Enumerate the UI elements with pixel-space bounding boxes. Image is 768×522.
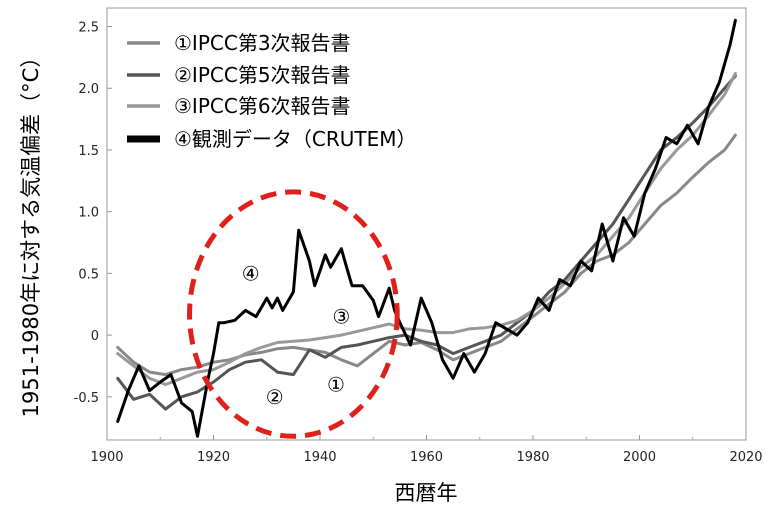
series-line-1 (116, 133, 737, 377)
x-tick-label: 1980 (516, 450, 549, 465)
y-tick-label: 0.5 (78, 267, 99, 282)
y-tick-label: 2.5 (78, 21, 99, 36)
series-line-3 (116, 71, 737, 386)
x-axis-title: 西暦年 (395, 481, 458, 505)
x-axis-ticks: 1900 1920 1940 1960 1980 2000 2020 (90, 435, 763, 465)
annotation-label: ① (327, 372, 345, 396)
y-tick-label: 0 (91, 329, 99, 344)
legend-label: ③IPCC第6次報告書 (174, 94, 351, 118)
x-tick-label: 2020 (729, 450, 762, 465)
series-line-2 (116, 74, 737, 411)
highlight-layer (187, 189, 400, 439)
legend-label: ①IPCC第3次報告書 (174, 31, 351, 55)
x-tick-label: 1960 (410, 450, 443, 465)
x-tick-label: 2000 (623, 450, 656, 465)
y-tick-label: 2.0 (78, 82, 99, 97)
x-tick-label: 1900 (90, 450, 123, 465)
legend-label: ④観測データ（CRUTEM） (174, 127, 417, 151)
y-axis-title: 1951-1980年に対する気温偏差（°C） (19, 47, 43, 418)
y-axis-ticks: -0.5 0 0.5 1.0 1.5 2.0 2.5 (74, 21, 112, 406)
series-layer (116, 18, 737, 438)
x-tick-label: 1920 (197, 450, 230, 465)
x-tick-label: 1940 (303, 450, 336, 465)
y-tick-label: 1.0 (78, 206, 99, 221)
annotation-label: ③ (332, 305, 350, 329)
y-tick-label: -0.5 (74, 391, 99, 406)
legend-label: ②IPCC第5次報告書 (174, 63, 351, 87)
annotation-label: ④ (242, 261, 260, 285)
annotation-label: ② (266, 385, 284, 409)
highlight-circle (187, 189, 400, 439)
series-line-4 (116, 18, 737, 438)
annotation-layer: ④ ③ ② ① (242, 261, 350, 408)
legend: ①IPCC第3次報告書 ②IPCC第5次報告書 ③IPCC第6次報告書 ④観測データ（… (127, 31, 417, 151)
y-tick-label: 1.5 (78, 144, 99, 159)
